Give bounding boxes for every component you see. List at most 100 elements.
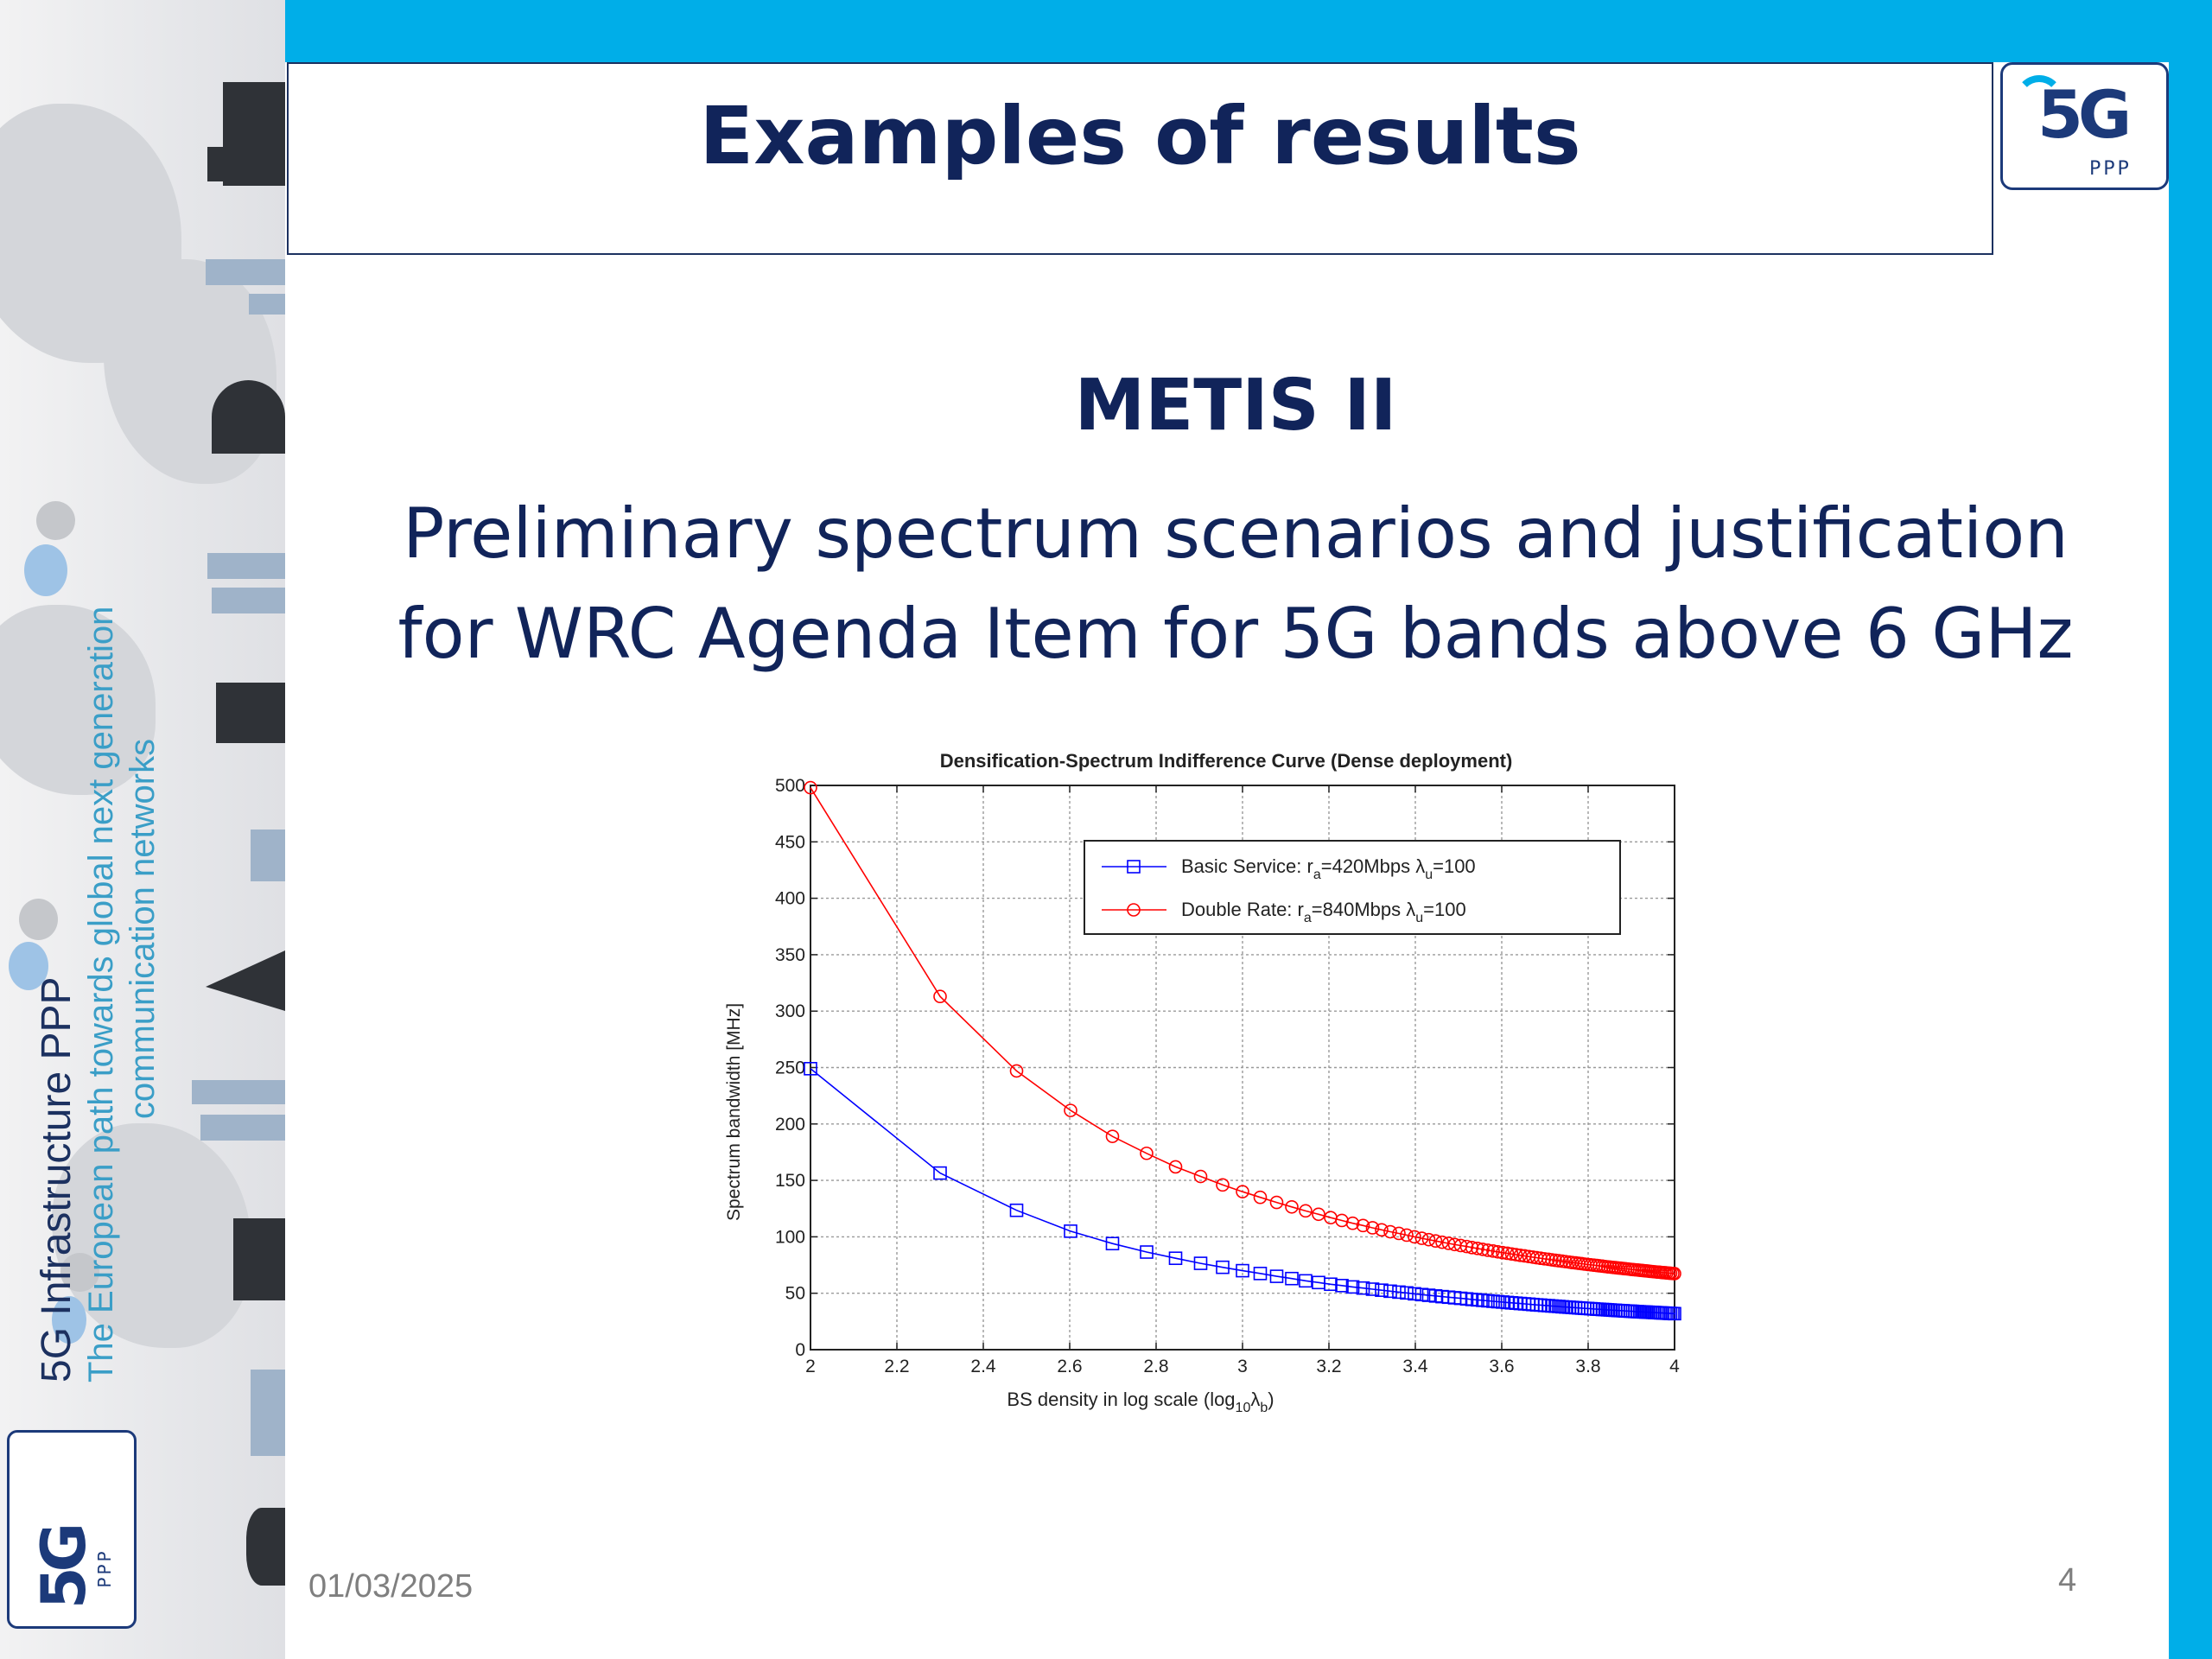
data-point <box>1168 1160 1183 1174</box>
y-tick-label: 450 <box>775 832 805 852</box>
legend-label-part: =420Mbps λ <box>1321 855 1425 877</box>
data-point <box>1105 1236 1120 1251</box>
data-point <box>1299 1204 1313 1218</box>
data-point <box>933 1166 947 1180</box>
cloud-icon <box>60 1253 99 1292</box>
data-point <box>1064 1224 1077 1238</box>
chart-axes: 2 2.2 2.4 2.6 2.8 3 3.2 3.4 3.6 3.8 4 0 50 100 150 200 2… <box>775 776 1680 1376</box>
data-point <box>1375 1223 1389 1237</box>
data-point <box>1365 1221 1380 1235</box>
logo-mark: 5G <box>2037 76 2132 153</box>
y-tick-label: 500 <box>775 776 805 796</box>
data-point <box>1216 1260 1230 1274</box>
header-accent-bar <box>285 0 2169 62</box>
y-axis-label: Spectrum bandwidth [MHz] <box>724 1003 744 1221</box>
y-tick-label: 100 <box>775 1227 805 1247</box>
x-axis-label-sub: 10 <box>1236 1401 1251 1415</box>
building-silhouette <box>192 1080 285 1104</box>
data-point <box>1414 1287 1429 1302</box>
logo-arc-icon <box>2015 75 2063 124</box>
landmark-silhouette <box>246 1508 285 1586</box>
data-point <box>1285 1199 1299 1214</box>
data-point <box>1193 1256 1208 1270</box>
building-silhouette <box>206 259 285 285</box>
data-point <box>1356 1218 1370 1233</box>
logo-suffix: PPP <box>94 1548 115 1588</box>
sidebar-tagline-continued: communication networks <box>124 738 162 1120</box>
landmark-silhouette <box>212 380 285 454</box>
x-tick-label: 3.6 <box>1489 1357 1514 1376</box>
data-point <box>1491 1244 1505 1259</box>
plot-frame <box>810 785 1675 1351</box>
title-frame: Examples of results <box>287 62 1993 255</box>
sidebar-decoration: 5G Infrastructure PPP The European path … <box>0 0 285 1659</box>
cloud-icon <box>52 1296 86 1344</box>
legend-label-part: u <box>1415 911 1423 925</box>
data-point <box>1253 1267 1268 1281</box>
x-axis-label-lambda: λ <box>1250 1389 1260 1410</box>
data-point <box>1435 1235 1449 1249</box>
data-point <box>1168 1251 1183 1266</box>
5g-ppp-logo-vertical: 5G PPP <box>7 1430 137 1629</box>
data-point <box>1496 1245 1510 1260</box>
data-point <box>1140 1146 1154 1160</box>
logo-mark: 5G <box>29 1527 99 1610</box>
data-point <box>1408 1287 1421 1301</box>
x-tick-label: 3.2 <box>1316 1357 1341 1376</box>
data-point <box>1500 1246 1515 1261</box>
data-point <box>1400 1286 1414 1300</box>
data-point <box>1481 1243 1495 1257</box>
5g-ppp-logo: 5G PPP <box>2000 62 2169 190</box>
building-silhouette <box>200 1115 285 1141</box>
data-point <box>1299 1274 1313 1288</box>
data-point <box>1345 1216 1360 1230</box>
data-point <box>1421 1232 1436 1247</box>
x-tick-label: 3.8 <box>1575 1357 1600 1376</box>
slide-title: Examples of results <box>699 90 1581 182</box>
data-point <box>1400 1228 1414 1243</box>
data-point <box>1509 1248 1523 1262</box>
data-point <box>1504 1247 1519 1262</box>
eiffel-tower-silhouette <box>206 950 285 1011</box>
legend-label-part: a <box>1313 868 1321 882</box>
x-tick-label: 2 <box>805 1357 816 1376</box>
description-line-2: for WRC Agenda Item for 5G bands above 6… <box>397 594 2074 674</box>
data-point <box>1285 1271 1299 1286</box>
footer-date: 01/03/2025 <box>308 1568 474 1605</box>
data-point <box>1383 1224 1397 1239</box>
data-point <box>1392 1226 1406 1241</box>
data-point <box>1392 1285 1406 1300</box>
legend-label-part: a <box>1304 911 1312 925</box>
right-accent-bar <box>2169 0 2212 1659</box>
slide-subtitle: METIS II <box>1074 365 1397 447</box>
page-number: 4 <box>2058 1562 2077 1599</box>
legend-label: Basic Service: ra=420Mbps λu=100 <box>1181 855 1476 882</box>
data-point <box>1253 1190 1268 1205</box>
landmark-silhouette <box>216 683 285 743</box>
description-line-1: Preliminary spectrum scenarios and justi… <box>403 493 2069 574</box>
y-tick-label: 200 <box>775 1115 805 1135</box>
y-tick-label: 250 <box>775 1058 805 1078</box>
data-point <box>1193 1169 1208 1184</box>
sidebar-title: 5G Infrastructure PPP <box>34 976 79 1382</box>
chart-legend: Basic Service: ra=420Mbps λu=100 Double R… <box>1084 840 1621 935</box>
building-silhouette <box>249 294 285 315</box>
data-point <box>1345 1280 1360 1294</box>
legend-marker <box>1127 860 1141 874</box>
y-tick-label: 150 <box>775 1171 805 1191</box>
map-shape <box>0 605 156 795</box>
data-point <box>933 989 947 1004</box>
legend-label-part: Double Rate: r <box>1181 899 1304 920</box>
data-point <box>1486 1244 1500 1258</box>
chart-title: Densification-Spectrum Indifference Curv… <box>940 750 1513 772</box>
legend-box <box>1084 840 1621 935</box>
y-tick-label: 0 <box>795 1340 805 1360</box>
slide-description: Preliminary spectrum scenarios and justi… <box>354 484 2117 684</box>
data-point <box>1471 1242 1484 1255</box>
data-point <box>1375 1283 1389 1297</box>
building-silhouette <box>207 553 285 579</box>
legend-label-part: =100 <box>1423 899 1466 920</box>
x-tick-label: 2.4 <box>970 1357 996 1376</box>
data-point <box>1216 1178 1230 1192</box>
x-tick-label: 3 <box>1237 1357 1248 1376</box>
